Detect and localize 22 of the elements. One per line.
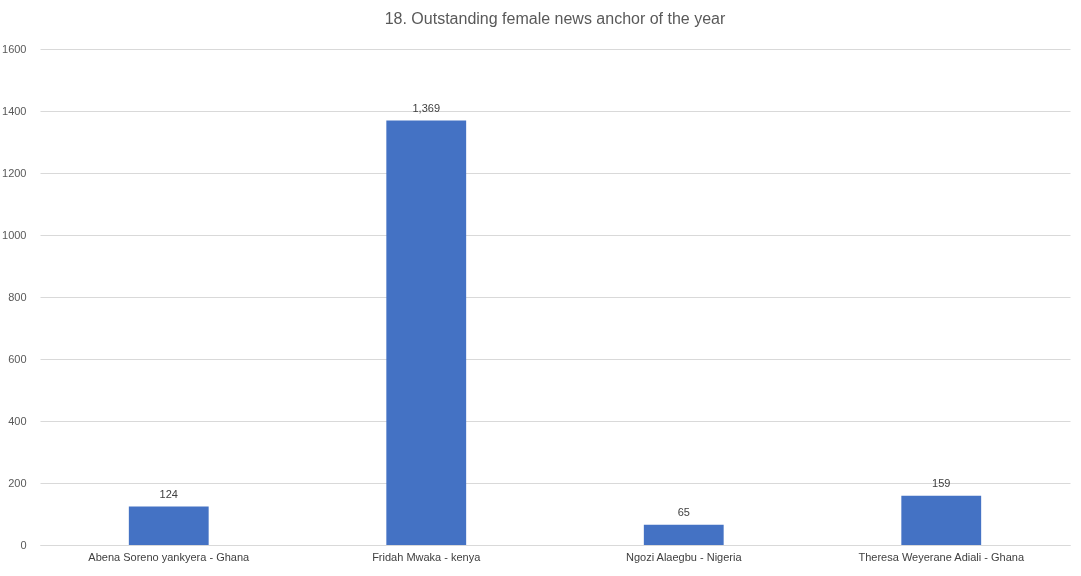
bar bbox=[386, 120, 467, 545]
x-tick-label: Ngozi Alaegbu - Nigeria bbox=[625, 550, 743, 563]
data-label: 124 bbox=[159, 487, 178, 500]
y-tick-label: 800 bbox=[8, 290, 27, 303]
y-tick-label: 600 bbox=[8, 352, 27, 365]
data-label: 159 bbox=[932, 476, 951, 489]
y-tick-label: 0 bbox=[20, 538, 27, 551]
chart-title: 18. Outstanding female news anchor of the year bbox=[384, 10, 726, 27]
y-tick-label: 1000 bbox=[2, 228, 27, 241]
y-tick-label: 1200 bbox=[2, 166, 27, 179]
x-tick-label: Abena Soreno yankyera - Ghana bbox=[88, 550, 251, 563]
x-tick-label: Theresa Weyerane Adiali - Ghana bbox=[858, 550, 1025, 563]
bar bbox=[643, 524, 724, 545]
x-tick-label: Fridah Mwaka - kenya bbox=[372, 550, 482, 563]
data-label: 65 bbox=[677, 505, 690, 518]
y-tick-label: 400 bbox=[8, 414, 27, 427]
y-tick-label: 1600 bbox=[2, 42, 27, 55]
y-tick-label: 1400 bbox=[2, 104, 27, 117]
bar bbox=[901, 495, 982, 545]
data-label: 1,369 bbox=[412, 101, 441, 114]
y-tick-label: 200 bbox=[8, 476, 27, 489]
bar bbox=[128, 506, 209, 545]
